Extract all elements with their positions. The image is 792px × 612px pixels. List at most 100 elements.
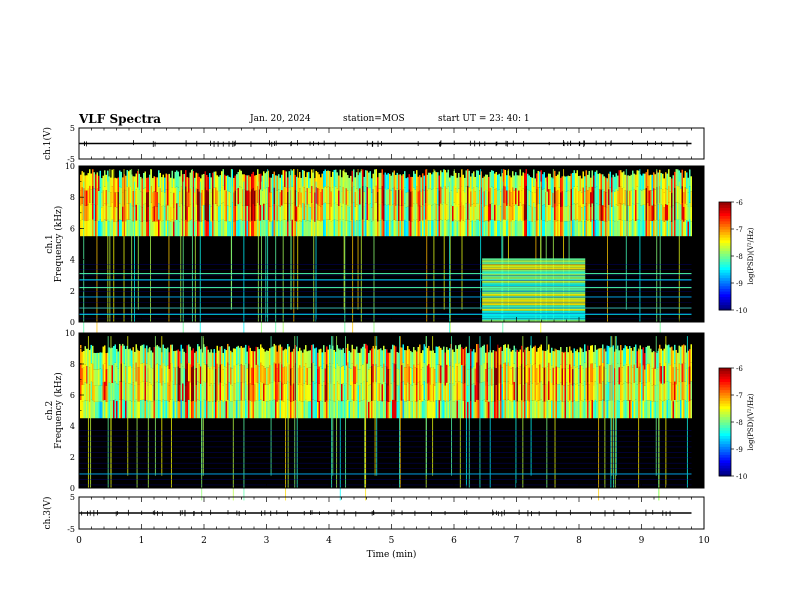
emission-cell bbox=[644, 353, 646, 370]
emission-cell bbox=[149, 364, 151, 383]
emission-cell bbox=[248, 190, 250, 206]
emission-cell bbox=[162, 174, 164, 191]
emission-cell bbox=[308, 220, 310, 237]
emission-cell bbox=[395, 205, 397, 221]
emission-cell bbox=[366, 400, 368, 419]
emission-cell bbox=[608, 400, 610, 419]
emission-cell bbox=[171, 344, 173, 364]
emission-cell bbox=[225, 384, 227, 402]
emission-cell bbox=[660, 366, 662, 384]
emission-cell bbox=[666, 220, 668, 237]
emission-cell bbox=[102, 175, 104, 191]
emission-cell bbox=[591, 399, 593, 419]
emission-cell bbox=[561, 206, 563, 222]
emission-cell bbox=[672, 367, 674, 385]
emission-cell bbox=[675, 169, 677, 186]
enhanced-block-row bbox=[482, 265, 586, 268]
emission-cell bbox=[647, 382, 649, 401]
emission-cell bbox=[459, 191, 461, 207]
emission-cell bbox=[141, 381, 143, 400]
emission-cell bbox=[572, 220, 574, 237]
colorbar-cell bbox=[719, 301, 731, 306]
colorbar-cell bbox=[719, 400, 731, 404]
emission-cell bbox=[291, 401, 293, 419]
emission-cell bbox=[651, 352, 653, 369]
emission-cell bbox=[209, 188, 211, 205]
emission-cell bbox=[632, 170, 634, 188]
emission-cell bbox=[533, 346, 535, 365]
emission-cell bbox=[402, 381, 404, 400]
emission-cell bbox=[594, 399, 596, 419]
emission-cell bbox=[599, 204, 601, 221]
emission-cell bbox=[677, 169, 679, 187]
emission-cell bbox=[206, 364, 208, 383]
emission-cell bbox=[276, 175, 278, 191]
emission-cell bbox=[618, 219, 620, 237]
emission-cell bbox=[216, 363, 218, 383]
emission-cell bbox=[414, 350, 416, 368]
sferic-spike bbox=[260, 181, 262, 335]
emission-cell bbox=[428, 382, 430, 401]
emission-cell bbox=[245, 399, 247, 419]
emission-cell bbox=[120, 171, 122, 188]
emission-cell bbox=[141, 363, 143, 382]
emission-cell bbox=[389, 205, 391, 221]
emission-cell bbox=[348, 177, 350, 193]
emission-cell bbox=[539, 203, 541, 221]
emission-cell bbox=[512, 203, 514, 220]
emission-cell bbox=[332, 187, 334, 205]
emission-cell bbox=[92, 202, 94, 220]
emission-cell bbox=[356, 382, 358, 401]
emission-cell bbox=[503, 363, 505, 382]
ch1-waveform bbox=[79, 140, 692, 147]
emission-cell bbox=[579, 190, 581, 206]
emission-cell bbox=[294, 190, 296, 206]
emission-cell bbox=[563, 368, 565, 386]
emission-cell bbox=[672, 350, 674, 368]
emission-cell bbox=[510, 221, 512, 237]
emission-cell bbox=[393, 219, 395, 237]
emission-cell bbox=[297, 206, 299, 222]
emission-cell bbox=[330, 176, 332, 192]
emission-cell bbox=[345, 400, 347, 419]
emission-cell bbox=[627, 205, 629, 221]
emission-cell bbox=[297, 221, 299, 237]
emission-cell bbox=[98, 206, 100, 222]
emission-cell bbox=[305, 221, 307, 237]
colorbar-cell bbox=[719, 256, 731, 260]
emission-cell bbox=[300, 177, 302, 193]
emission-cell bbox=[410, 206, 412, 222]
emission-cell bbox=[105, 385, 107, 402]
emission-cell bbox=[120, 363, 122, 382]
emission-cell bbox=[492, 203, 494, 220]
emission-cell bbox=[239, 219, 241, 237]
emission-cell bbox=[206, 174, 208, 191]
emission-cell bbox=[102, 190, 104, 206]
emission-cell bbox=[264, 188, 266, 205]
emission-cell bbox=[131, 350, 133, 368]
emission-cell bbox=[485, 174, 487, 190]
emission-cell bbox=[90, 363, 92, 382]
emission-cell bbox=[138, 367, 140, 385]
emission-cell bbox=[207, 383, 209, 402]
emission-cell bbox=[426, 220, 428, 237]
emission-cell bbox=[359, 401, 361, 419]
emission-cell bbox=[311, 186, 313, 203]
emission-cell bbox=[636, 203, 638, 220]
emission-cell bbox=[414, 189, 416, 205]
colorbar-tick-label: -8 bbox=[736, 253, 743, 261]
emission-cell bbox=[566, 176, 568, 192]
emission-cell bbox=[584, 191, 586, 207]
emission-cell bbox=[338, 175, 340, 191]
sferic-spike bbox=[290, 169, 292, 310]
emission-cell bbox=[584, 362, 586, 382]
emission-cell bbox=[90, 220, 92, 237]
emission-cell bbox=[281, 190, 283, 206]
emission-cell bbox=[263, 348, 265, 367]
emission-cell bbox=[276, 368, 278, 385]
emission-cell bbox=[141, 344, 143, 364]
emission-cell bbox=[476, 203, 478, 220]
emission-cell bbox=[579, 365, 581, 383]
emission-cell bbox=[455, 363, 457, 382]
